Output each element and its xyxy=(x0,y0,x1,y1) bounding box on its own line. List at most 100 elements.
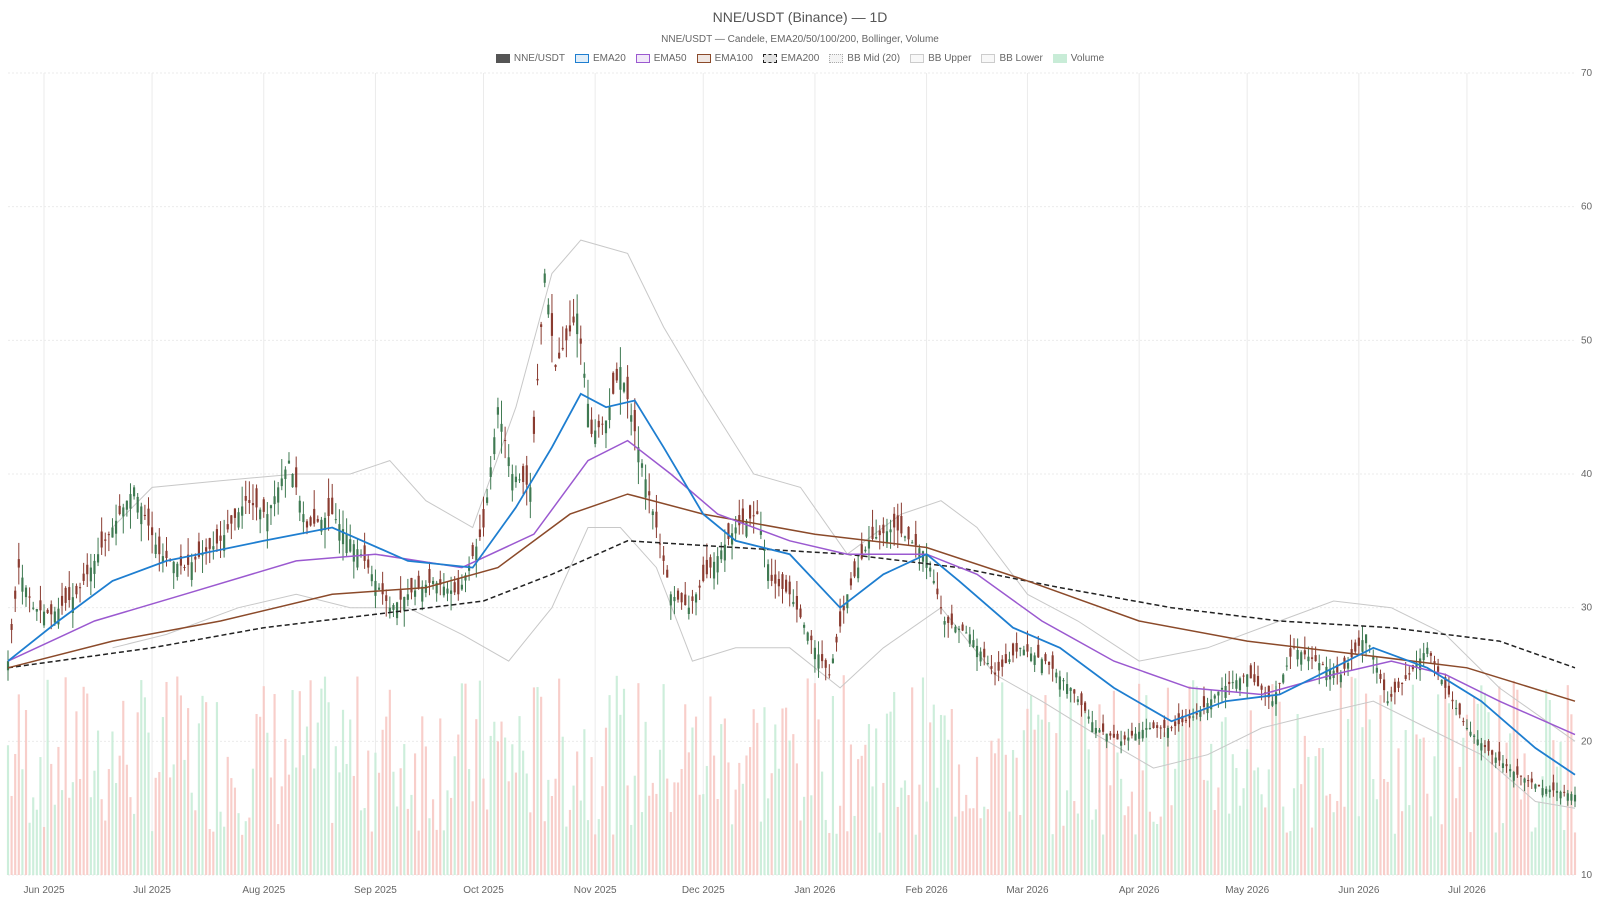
candle-body xyxy=(53,611,56,623)
candle-body xyxy=(255,488,258,508)
legend-item[interactable]: EMA200 xyxy=(762,53,819,64)
volume-bar xyxy=(1105,735,1108,875)
volume-bar xyxy=(377,772,381,875)
volume-bar xyxy=(799,820,802,875)
volume-bar xyxy=(1091,819,1094,875)
volume-bar xyxy=(1065,790,1069,875)
candle-body xyxy=(1505,764,1508,767)
candle-body xyxy=(1357,637,1360,646)
candle-body xyxy=(1235,680,1238,689)
volume-bar xyxy=(709,696,712,875)
volume-bar xyxy=(1019,815,1022,875)
candle-body xyxy=(24,587,28,598)
candle-body xyxy=(1026,644,1029,652)
x-tick-label: Aug 2025 xyxy=(242,885,285,896)
volume-bar xyxy=(712,755,716,875)
volume-bar xyxy=(1465,714,1469,875)
candle-body xyxy=(1501,763,1505,768)
candle-body xyxy=(568,325,572,332)
volume-bar xyxy=(1138,683,1141,875)
candle-body xyxy=(687,607,690,615)
volume-bar xyxy=(835,833,838,875)
candle-body xyxy=(1498,751,1501,761)
candle-body xyxy=(1004,654,1007,664)
candle-body xyxy=(1310,657,1314,659)
candle-body xyxy=(795,595,798,610)
legend-item[interactable]: Volume xyxy=(1052,53,1104,64)
candle-body xyxy=(691,596,694,601)
candle-body xyxy=(107,534,110,536)
candle-body xyxy=(158,536,161,555)
candle-body xyxy=(1429,653,1432,656)
volume-bar xyxy=(453,756,456,875)
legend-item[interactable]: BB Mid (20) xyxy=(829,53,900,64)
candle-body xyxy=(287,460,291,464)
volume-bar xyxy=(997,738,1000,875)
legend-item[interactable]: EMA20 xyxy=(574,53,626,64)
volume-bar xyxy=(1166,687,1170,875)
volume-bar xyxy=(338,772,341,875)
volume-bar xyxy=(583,729,586,875)
volume-bar xyxy=(6,745,10,875)
volume-bar xyxy=(1361,727,1364,875)
candle-body xyxy=(1393,681,1396,693)
candle-body xyxy=(215,529,219,544)
volume-bar xyxy=(1328,793,1332,875)
candle-body xyxy=(957,628,961,631)
candle-body xyxy=(1242,675,1245,677)
volume-bar xyxy=(28,822,31,875)
candle-body xyxy=(640,463,644,468)
legend-item[interactable]: BB Lower xyxy=(981,53,1043,64)
volume-bar xyxy=(100,799,103,875)
candle-body xyxy=(676,590,680,600)
volume-bar xyxy=(1383,778,1386,875)
candle-body xyxy=(1289,648,1292,657)
volume-bar xyxy=(1476,703,1479,875)
volume-bar xyxy=(1559,741,1562,875)
volume-bar xyxy=(1289,831,1292,875)
legend-item[interactable]: BB Upper xyxy=(910,53,971,64)
volume-bar xyxy=(1058,677,1061,875)
chart-subtitle: NNE/USDT — Candele, EMA20/50/100/200, Bo… xyxy=(661,34,939,45)
candle-body xyxy=(554,364,557,368)
chart-title: NNE/USDT (Binance) — 1D xyxy=(712,9,888,25)
candle-body xyxy=(35,609,38,612)
candle-body xyxy=(64,587,67,603)
volume-bar xyxy=(507,781,510,875)
volume-bar xyxy=(133,813,136,875)
legend-item[interactable]: EMA50 xyxy=(635,53,687,64)
volume-bar xyxy=(759,821,762,875)
candle-body xyxy=(864,549,867,552)
volume-bar xyxy=(929,722,932,875)
volume-bar xyxy=(1296,714,1299,875)
candle-body xyxy=(187,554,190,565)
volume-bar xyxy=(532,687,536,875)
candle-body xyxy=(925,554,928,568)
legend-item[interactable]: EMA100 xyxy=(696,53,753,64)
volume-bar xyxy=(140,680,143,875)
volume-bar xyxy=(741,783,744,875)
candle-body xyxy=(507,457,510,467)
volume-bar xyxy=(568,809,572,875)
volume-bar xyxy=(1206,780,1209,875)
volume-bar xyxy=(561,736,564,875)
volume-bar xyxy=(478,680,481,875)
volume-bar xyxy=(1181,724,1184,875)
candle-body xyxy=(1555,791,1559,793)
volume-bar xyxy=(1408,805,1411,875)
candle-body xyxy=(223,535,226,551)
candle-body xyxy=(813,647,816,660)
volume-bar xyxy=(522,750,525,875)
legend-item[interactable]: NNE/USDT xyxy=(495,53,565,64)
candle-body xyxy=(327,497,330,517)
volume-bar xyxy=(1332,812,1335,875)
candle-body xyxy=(525,465,528,485)
candle-body xyxy=(1278,682,1281,684)
candle-body xyxy=(1109,733,1112,736)
candle-body xyxy=(756,511,759,515)
candle-body xyxy=(377,587,381,590)
volume-bar xyxy=(1321,748,1324,875)
candle-body xyxy=(612,372,615,394)
volume-bar xyxy=(770,773,773,875)
volume-bar xyxy=(694,716,698,875)
